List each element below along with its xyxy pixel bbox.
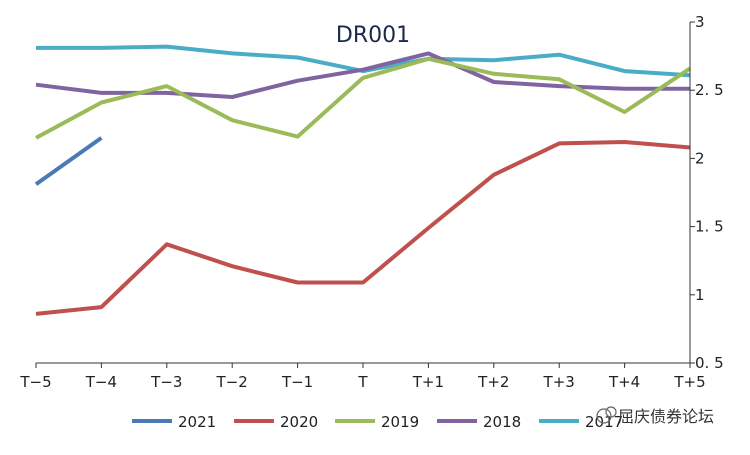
x-tick-label: T+4 bbox=[608, 373, 640, 391]
legend-label-2021: 2021 bbox=[178, 413, 216, 431]
y-tick-label: 1 bbox=[695, 286, 705, 304]
watermark-text: 屈庆债券论坛 bbox=[618, 407, 714, 426]
x-tick-label: T−4 bbox=[85, 373, 117, 391]
wechat-icon-bubble bbox=[605, 406, 617, 418]
wechat-icon bbox=[596, 408, 612, 424]
x-tick-label: T−5 bbox=[19, 373, 51, 391]
legend-label-2020: 2020 bbox=[280, 413, 318, 431]
x-tick-label: T+2 bbox=[477, 373, 509, 391]
x-tick-label: T+5 bbox=[673, 373, 705, 391]
legend: 2021 2020 2019 2018 2017 bbox=[132, 413, 623, 431]
y-ticks: 0. 5 1 1. 5 2 2. 5 3 bbox=[690, 13, 724, 372]
chart-title: DR001 bbox=[336, 23, 410, 48]
series-line-2018 bbox=[35, 51, 690, 99]
y-tick-label: 2 bbox=[695, 149, 705, 167]
x-tick-label: T bbox=[357, 373, 368, 391]
legend-label-2018: 2018 bbox=[483, 413, 521, 431]
series-line-2020 bbox=[35, 140, 691, 316]
legend-label-2019: 2019 bbox=[381, 413, 419, 431]
y-tick-label: 0. 5 bbox=[695, 354, 724, 372]
series-line-2021 bbox=[34, 136, 103, 186]
x-tick-label: T+1 bbox=[412, 373, 444, 391]
lines-layer bbox=[34, 44, 692, 316]
y-tick-label: 3 bbox=[695, 13, 705, 31]
x-tick-label: T−2 bbox=[216, 373, 248, 391]
legend-label-2017: 2017 bbox=[585, 413, 623, 431]
watermark: 屈庆债券论坛 bbox=[596, 406, 714, 426]
y-tick-label: 1. 5 bbox=[695, 218, 724, 236]
x-ticks: T−5 T−4 T−3 T−2 T−1 T T+1 T+2 T+3 T+4 T+5 bbox=[19, 363, 706, 391]
x-tick-label: T−3 bbox=[150, 373, 182, 391]
x-tick-label: T−1 bbox=[281, 373, 313, 391]
x-tick-label: T+3 bbox=[543, 373, 575, 391]
series-line-2019 bbox=[35, 56, 692, 140]
y-tick-label: 2. 5 bbox=[695, 81, 724, 99]
